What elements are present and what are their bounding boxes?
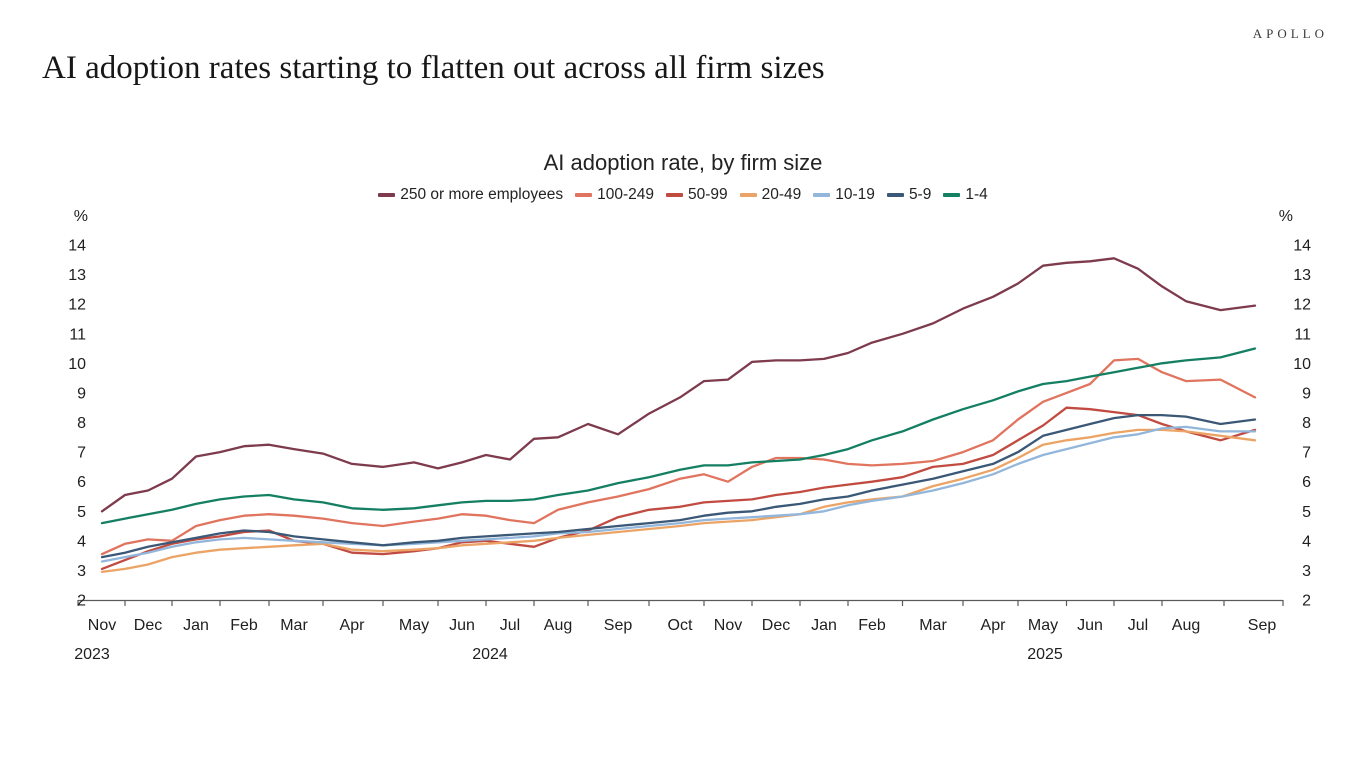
x-axis-month-label: Sep <box>604 617 633 634</box>
y-axis-label-left: 10 <box>68 356 86 373</box>
y-axis-label-right: 11 <box>1294 326 1311 343</box>
series-line <box>100 425 1257 563</box>
legend-item: 1-4 <box>943 186 988 204</box>
legend-label: 5-9 <box>908 186 932 203</box>
y-axis-label-left: 9 <box>77 385 86 402</box>
x-axis-month-label: Dec <box>134 617 162 634</box>
x-axis-month-label: Aug <box>544 617 572 634</box>
legend-swatch <box>575 193 593 197</box>
series-line <box>100 428 1257 574</box>
y-axis-label-right: 3 <box>1302 563 1311 580</box>
x-axis-month-label: Apr <box>340 617 366 634</box>
legend-label: 20-49 <box>761 186 802 203</box>
y-axis-label-right: 5 <box>1302 504 1311 521</box>
y-axis-label-right: 10 <box>1293 356 1311 373</box>
legend-swatch <box>886 193 904 197</box>
x-axis-month-label: Jul <box>500 617 520 634</box>
series-line <box>100 257 1257 513</box>
legend-swatch <box>943 193 961 197</box>
x-axis-month-label: Sep <box>1248 617 1277 634</box>
x-axis-month-label: Jan <box>183 617 209 634</box>
legend-label: 100-249 <box>597 186 654 203</box>
x-axis-month-label: Nov <box>88 617 116 634</box>
legend-swatch <box>739 193 757 197</box>
y-axis-label-right: 14 <box>1293 238 1311 255</box>
y-axis-label-left: 4 <box>77 533 86 550</box>
series-line <box>100 413 1257 559</box>
y-axis-label-right: 13 <box>1293 267 1311 284</box>
legend-label: 10-19 <box>835 186 875 203</box>
legend-item: 100-249 <box>575 186 654 204</box>
legend-item: 50-99 <box>665 186 728 204</box>
y-axis-label-left: 14 <box>68 238 86 255</box>
series-line <box>100 357 1257 556</box>
x-axis-year-label: 2023 <box>74 646 110 663</box>
series-line <box>100 406 1257 571</box>
chart-legend: 250 or more employees 100-249 50-99 20-49 10… <box>0 186 1366 204</box>
x-axis-month-label: Mar <box>919 617 947 634</box>
x-axis-month-label: Apr <box>981 617 1007 634</box>
chart-title: AI adoption rate, by firm size <box>543 150 823 175</box>
legend-label: 50-99 <box>687 186 728 203</box>
legend-swatch <box>378 193 396 197</box>
x-axis-year-label: 2025 <box>1027 646 1063 663</box>
y-axis-label-left: 13 <box>68 267 86 284</box>
y-axis-label-left: 2 <box>77 593 86 610</box>
y-axis-label-right: 9 <box>1302 385 1311 402</box>
y-axis-label-left: 11 <box>69 326 86 343</box>
legend-label: 250 or more employees <box>400 186 564 203</box>
x-axis-month-label: Oct <box>668 617 693 634</box>
x-axis-month-label: Feb <box>230 617 258 634</box>
y-axis-label-right: 6 <box>1302 474 1311 491</box>
legend-swatch <box>813 193 831 197</box>
legend-item: 20-49 <box>739 186 802 204</box>
legend-item: 5-9 <box>886 186 932 204</box>
y-axis-label-right: 12 <box>1293 297 1311 314</box>
x-axis-month-label: Jul <box>1128 617 1148 634</box>
x-axis-year-label: 2024 <box>472 646 508 663</box>
y-axis-label-left: 8 <box>77 415 86 432</box>
apollo-logo: APOLLO <box>1252 26 1328 41</box>
x-axis-month-label: Mar <box>280 617 308 634</box>
series-line <box>100 347 1257 525</box>
y-axis-label-right: 7 <box>1302 445 1311 462</box>
y-axis-label-left: 3 <box>77 563 86 580</box>
y-axis-unit-right: % <box>1279 208 1293 225</box>
x-axis-month-label: Aug <box>1172 617 1200 634</box>
x-axis-month-label: Jun <box>1077 617 1103 634</box>
y-axis-label-left: 5 <box>77 504 86 521</box>
y-axis-label-right: 8 <box>1302 415 1311 432</box>
x-axis-month-label: Jan <box>811 617 837 634</box>
legend-swatch <box>665 193 683 197</box>
x-axis-month-label: May <box>1028 617 1058 634</box>
x-axis-month-label: Jun <box>449 617 475 634</box>
y-axis-label-left: 12 <box>68 297 86 314</box>
legend-item: 250 or more employees <box>378 186 563 204</box>
y-axis-label-left: 7 <box>77 445 86 462</box>
y-axis-label-right: 4 <box>1302 533 1311 550</box>
x-axis-month-label: Feb <box>858 617 886 634</box>
legend-item: 10-19 <box>813 186 875 204</box>
y-axis-label-left: 6 <box>77 474 86 491</box>
legend-label: 1-4 <box>965 186 988 203</box>
x-axis-month-label: Nov <box>714 617 742 634</box>
y-axis-unit-left: % <box>74 208 88 225</box>
page-title: AI adoption rates starting to flatten ou… <box>42 50 825 86</box>
x-axis-month-label: Dec <box>762 617 790 634</box>
y-axis-label-right: 2 <box>1302 593 1311 610</box>
x-axis-month-label: May <box>399 617 429 634</box>
